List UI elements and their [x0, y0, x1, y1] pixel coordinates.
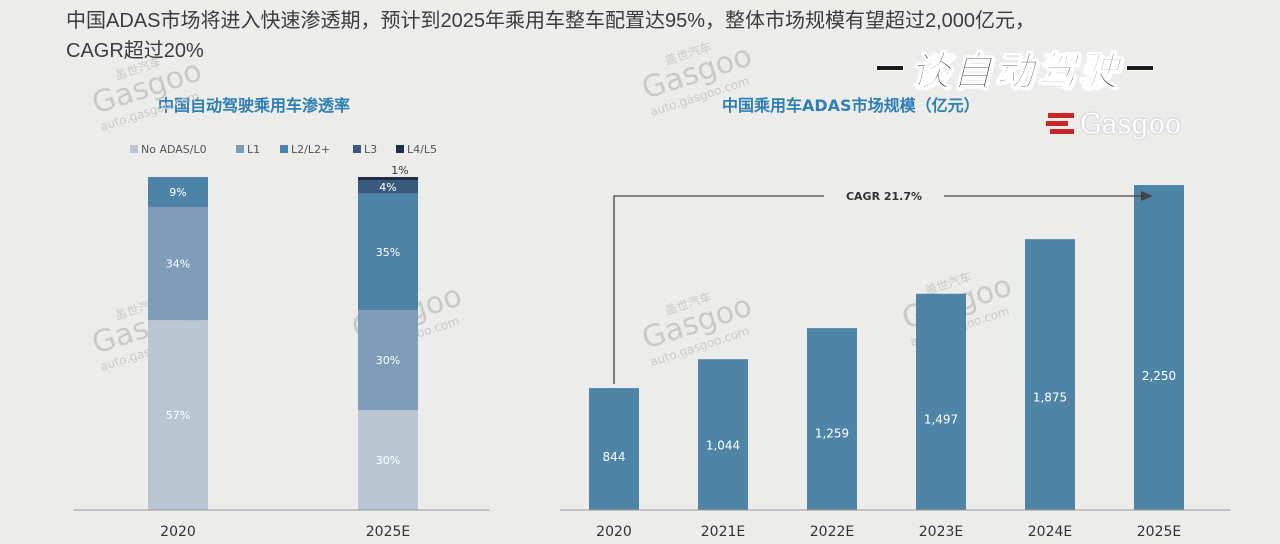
- x-tick-label: 2021E: [701, 524, 745, 540]
- legend-label: L4/L5: [407, 143, 437, 156]
- market-bar: [1134, 185, 1184, 510]
- legend-label: No ADAS/L0: [141, 143, 207, 156]
- market-bar: [589, 388, 639, 510]
- badge-dash-right: [1126, 65, 1154, 71]
- stacked-segment: [358, 177, 418, 181]
- badge-text: 谈自动驾驶: [909, 48, 1120, 95]
- x-tick-label: 2020: [596, 524, 632, 540]
- segment-label: 57%: [166, 409, 190, 422]
- market-bar: [698, 359, 748, 510]
- stacked-segment: [148, 320, 208, 510]
- market-bar: [1025, 239, 1075, 510]
- stacked-segment: [148, 206, 208, 321]
- stacked-segment: [358, 410, 418, 510]
- legend-swatch: [280, 145, 288, 153]
- brand-logo: Gasgoo: [1046, 104, 1181, 144]
- segment-label: 9%: [169, 186, 186, 199]
- x-tick-label: 2024E: [1028, 524, 1072, 540]
- headline: 中国ADAS市场将进入快速渗透期，预计到2025年乘用车整车配置达95%，整体市…: [66, 6, 1266, 66]
- x-tick-label: 2023E: [919, 524, 963, 540]
- segment-label: 35%: [376, 246, 400, 259]
- legend-swatch: [130, 145, 138, 153]
- segment-label: 1%: [391, 164, 408, 177]
- stacked-segment: [358, 193, 418, 311]
- headline-line-1: 中国ADAS市场将进入快速渗透期，预计到2025年乘用车整车配置达95%，整体市…: [66, 10, 1036, 32]
- stacked-segment: [358, 310, 418, 411]
- segment-label: 4%: [379, 181, 396, 194]
- bar-value-label: 1,875: [1033, 391, 1067, 405]
- column-badge: 谈自动驾驶: [876, 36, 1154, 100]
- segment-label: 30%: [376, 354, 400, 367]
- legend-swatch: [353, 145, 361, 153]
- market-bar: [916, 293, 966, 510]
- bar-value-label: 2,250: [1142, 369, 1176, 383]
- bar-value-label: 1,044: [706, 439, 740, 453]
- bar-value-label: 844: [603, 450, 626, 464]
- market-bar: [807, 328, 857, 510]
- x-tick-label: 2025E: [366, 524, 410, 540]
- legend-label: L3: [364, 143, 377, 156]
- legend-swatch: [236, 145, 244, 153]
- segment-label: 34%: [166, 258, 190, 271]
- legend-label: L2/L2+: [291, 143, 330, 156]
- legend-label: L1: [247, 143, 260, 156]
- legend-swatch: [396, 145, 404, 153]
- cagr-arrow-line: [613, 195, 824, 385]
- cagr-arrow-head: [1141, 191, 1153, 201]
- x-tick-label: 2022E: [810, 524, 854, 540]
- market-size-chart-title: 中国乘用车ADAS市场规模（亿元）: [722, 96, 980, 115]
- brand-stripes-icon: [1046, 113, 1074, 134]
- cagr-annotation: CAGR 21.7%: [846, 190, 922, 203]
- segment-label: 30%: [376, 454, 400, 467]
- penetration-chart-title: 中国自动驾驶乘用车渗透率: [158, 96, 351, 115]
- brand-text: Gasgoo: [1080, 108, 1182, 140]
- x-tick-label: 2020: [160, 524, 196, 540]
- stacked-segment: [148, 177, 208, 207]
- stacked-segment: [358, 180, 418, 194]
- headline-line-2: CAGR超过20%: [66, 40, 204, 62]
- badge-dash-left: [876, 65, 904, 71]
- bar-value-label: 1,497: [924, 413, 958, 427]
- bar-value-label: 1,259: [815, 426, 849, 440]
- x-tick-label: 2025E: [1137, 524, 1181, 540]
